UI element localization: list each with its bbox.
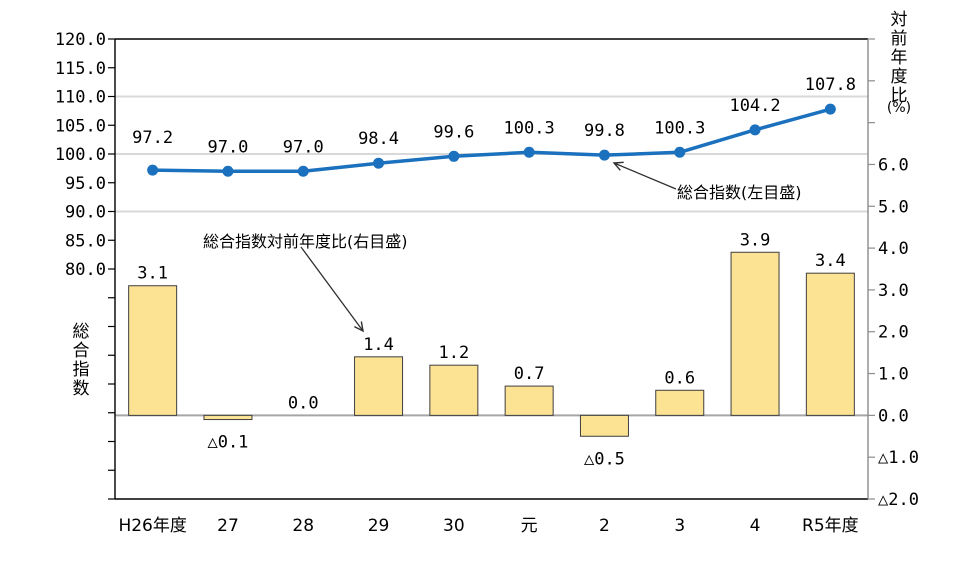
line-value-label: 100.3 bbox=[654, 118, 705, 138]
left-axis-tick-label: 115.0 bbox=[55, 59, 106, 79]
bar bbox=[504, 385, 554, 416]
category-label: R5年度 bbox=[802, 516, 859, 536]
category-label: 27 bbox=[217, 516, 239, 536]
right-axis-tick-label: 2.0 bbox=[878, 323, 909, 343]
line-marker bbox=[598, 149, 610, 161]
right-axis-unit-label: (%) bbox=[886, 100, 912, 116]
line-marker bbox=[824, 103, 836, 115]
left-axis-title: 総合指数 bbox=[72, 322, 90, 399]
right-axis-tick-label: 5.0 bbox=[878, 197, 909, 217]
category-label: H26年度 bbox=[118, 516, 186, 536]
right-axis-tick-label: 3.0 bbox=[878, 281, 909, 301]
category-label: 28 bbox=[292, 516, 314, 536]
bar bbox=[128, 285, 178, 416]
right-axis-tick-label: 4.0 bbox=[878, 239, 909, 259]
left-axis-tick-label: 90.0 bbox=[65, 203, 106, 223]
bar-value-label: 1.4 bbox=[363, 335, 394, 355]
left-axis-tick-label: 105.0 bbox=[55, 116, 106, 136]
bar-value-label: 3.9 bbox=[740, 230, 771, 250]
bar bbox=[730, 251, 780, 416]
right-axis-tick-label: 0.0 bbox=[878, 406, 909, 426]
left-axis-tick-label: 110.0 bbox=[55, 88, 106, 108]
right-axis-title: 対前年度比 bbox=[890, 10, 908, 106]
bar-value-label: 1.2 bbox=[438, 343, 469, 363]
bar bbox=[354, 356, 404, 416]
line-value-label: 97.0 bbox=[207, 137, 248, 157]
category-label: 30 bbox=[443, 516, 465, 536]
line-marker bbox=[147, 164, 159, 176]
line-value-label: 98.4 bbox=[358, 129, 399, 149]
bar-value-label: 3.4 bbox=[815, 251, 846, 271]
bar bbox=[655, 389, 705, 416]
right-axis-tick-label: 1.0 bbox=[878, 365, 909, 385]
bar-value-label: △0.1 bbox=[207, 433, 248, 453]
bar-value-label: 3.1 bbox=[137, 264, 168, 284]
right-axis-tick-label: △1.0 bbox=[878, 448, 919, 468]
line-marker bbox=[222, 165, 234, 177]
category-label: 元 bbox=[521, 516, 538, 536]
line-value-label: 97.0 bbox=[283, 137, 324, 157]
index-line bbox=[150, 107, 833, 173]
line-marker bbox=[674, 146, 686, 158]
annotation-arrow bbox=[300, 246, 364, 333]
bar bbox=[429, 364, 479, 416]
right-axis-tick-label: △2.0 bbox=[878, 490, 919, 510]
left-axis-tick-label: 85.0 bbox=[65, 231, 106, 251]
bar-value-label: 0.7 bbox=[514, 364, 545, 384]
left-axis-tick-label: 80.0 bbox=[65, 260, 106, 280]
line-marker bbox=[297, 165, 309, 177]
bar-value-label: 0.6 bbox=[664, 368, 695, 388]
category-label: 4 bbox=[750, 516, 761, 536]
line-marker bbox=[749, 124, 761, 136]
bar-value-label: 0.0 bbox=[288, 393, 319, 413]
bar bbox=[805, 272, 855, 416]
bar bbox=[579, 414, 629, 437]
line-value-label: 100.3 bbox=[504, 118, 555, 138]
line-value-label: 107.8 bbox=[805, 75, 856, 95]
annotation-bar-series-label: 総合指数対前年度比(右目盛) bbox=[203, 232, 408, 251]
category-label: 29 bbox=[368, 516, 390, 536]
annotation-line-series-label: 総合指数(左目盛) bbox=[677, 183, 802, 202]
left-axis-tick-label: 120.0 bbox=[55, 30, 106, 50]
right-axis-tick-label: 6.0 bbox=[878, 155, 909, 175]
left-axis-tick-label: 100.0 bbox=[55, 145, 106, 165]
line-value-label: 99.6 bbox=[433, 122, 474, 142]
bar-value-label: △0.5 bbox=[584, 449, 625, 469]
left-axis-tick-label: 95.0 bbox=[65, 174, 106, 194]
bar bbox=[203, 414, 253, 421]
category-label: 3 bbox=[674, 516, 685, 536]
line-marker bbox=[523, 146, 535, 158]
line-marker bbox=[373, 157, 385, 169]
line-value-label: 104.2 bbox=[729, 96, 780, 116]
annotation-arrow bbox=[612, 161, 677, 190]
line-marker bbox=[448, 150, 460, 162]
category-label: 2 bbox=[599, 516, 610, 536]
line-value-label: 97.2 bbox=[132, 128, 173, 148]
line-value-label: 99.8 bbox=[584, 121, 625, 141]
